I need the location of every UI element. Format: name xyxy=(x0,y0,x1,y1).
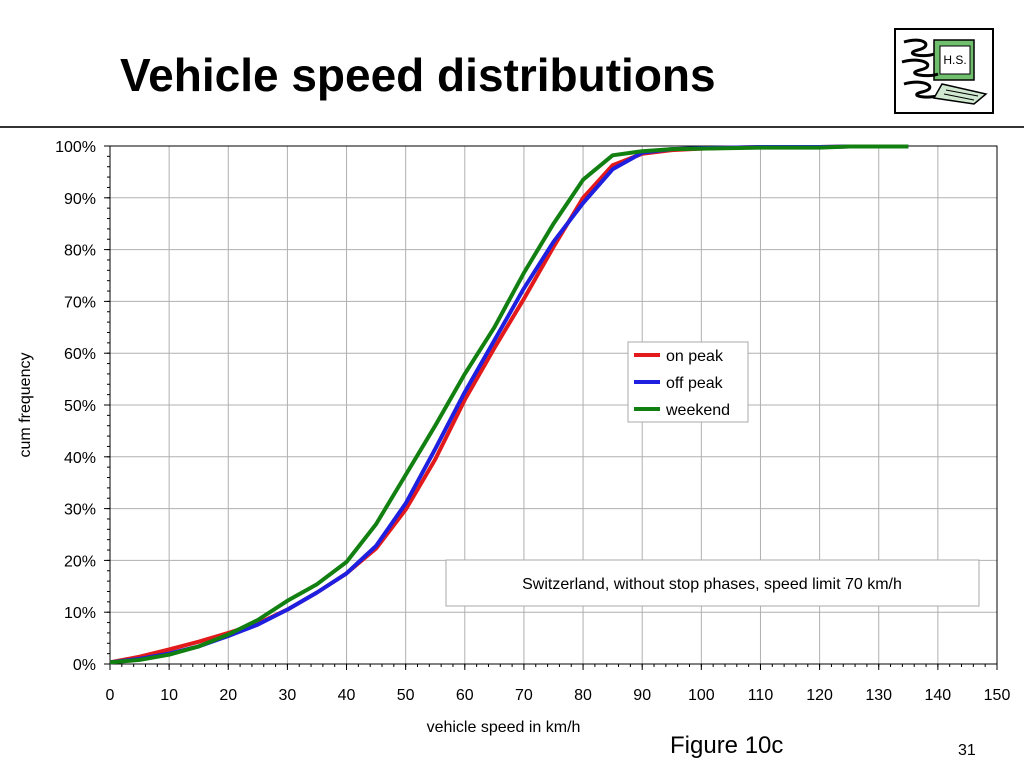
page-number: 31 xyxy=(958,742,976,759)
x-tick-label: 60 xyxy=(456,687,474,704)
x-tick-label: 10 xyxy=(160,687,178,704)
x-tick-label: 140 xyxy=(925,687,952,704)
legend-label: off peak xyxy=(666,375,724,392)
y-tick-label: 100% xyxy=(55,139,96,156)
slide-title: Vehicle speed distributions xyxy=(120,49,716,101)
x-tick-label: 40 xyxy=(338,687,356,704)
tick-layer: 0 10 20 30 40 50 60 70 80 90 100 110 120 130 140 150 0% 1… xyxy=(55,139,1010,704)
x-tick-label: 50 xyxy=(397,687,415,704)
y-tick-label: 80% xyxy=(64,243,96,260)
y-tick-label: 90% xyxy=(64,191,96,208)
x-tick-label: 0 xyxy=(106,687,115,704)
logo-label: H.S. xyxy=(943,53,966,67)
series-layer xyxy=(109,144,909,665)
hs-logo-icon: H.S. xyxy=(894,28,994,114)
x-tick-label: 110 xyxy=(748,687,774,704)
x-tick-label: 120 xyxy=(806,687,833,704)
legend-label: weekend xyxy=(665,402,730,419)
x-tick-label: 100 xyxy=(688,687,715,704)
x-tick-label: 80 xyxy=(574,687,592,704)
y-tick-label: 20% xyxy=(64,553,96,570)
y-tick-label: 0% xyxy=(73,657,96,674)
x-tick-label: 90 xyxy=(633,687,651,704)
y-tick-label: 30% xyxy=(64,502,96,519)
plot-frame xyxy=(109,145,998,665)
figure-caption: Figure 10c xyxy=(670,732,784,759)
y-tick-label: 10% xyxy=(64,605,96,622)
y-tick-label: 40% xyxy=(64,450,96,467)
legend: on peak off peak weekend xyxy=(627,341,749,423)
legend-label: on peak xyxy=(666,348,724,365)
x-tick-label: 150 xyxy=(984,687,1011,704)
annotation-box: Switzerland, without stop phases, speed … xyxy=(445,559,980,607)
y-axis-label: cum frequency xyxy=(17,353,34,458)
x-tick-label: 20 xyxy=(219,687,237,704)
y-tick-label: 50% xyxy=(64,398,96,415)
series-line-weekend xyxy=(109,144,909,665)
title-divider xyxy=(0,126,1024,128)
x-tick-label: 70 xyxy=(515,687,533,704)
annotation-text: Switzerland, without stop phases, speed … xyxy=(522,576,902,593)
y-tick-label: 60% xyxy=(64,346,96,363)
y-tick-label: 70% xyxy=(64,294,96,311)
x-tick-label: 130 xyxy=(865,687,892,704)
x-tick-label: 30 xyxy=(279,687,297,704)
x-axis-label: vehicle speed in km/h xyxy=(427,719,581,736)
